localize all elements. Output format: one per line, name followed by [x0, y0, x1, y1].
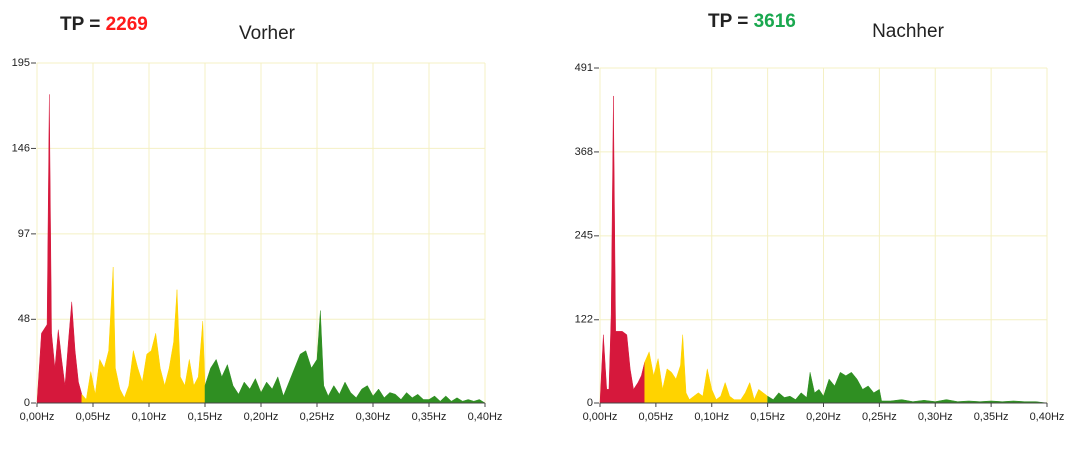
y-tick-label: 195: [12, 57, 30, 69]
x-tick-label: 0,05Hz: [76, 411, 111, 423]
x-tick-label: 0,30Hz: [918, 411, 953, 423]
x-tick-label: 0,00Hz: [583, 411, 618, 423]
y-tick-label: 491: [575, 62, 593, 74]
chart: 0 48 97 146 195 0,00Hz 0,05Hz 0,10Hz 0,15Hz 0,20H…: [12, 14, 503, 423]
x-tick-label: 0,10Hz: [694, 411, 729, 423]
tp-label: TP = 2269: [60, 14, 148, 35]
x-tick-label: 0,30Hz: [356, 411, 391, 423]
x-tick-label: 0,40Hz: [1030, 411, 1065, 423]
x-tick-label: 0,35Hz: [974, 411, 1009, 423]
tp-value: 2269: [106, 14, 148, 35]
y-tick-label: 245: [575, 230, 593, 242]
y-tick-label: 122: [575, 314, 593, 326]
area-band: [767, 371, 1048, 404]
tp-value: 3616: [754, 11, 796, 32]
x-tick-label: 0,05Hz: [638, 411, 673, 423]
chart-title: Nachher: [872, 21, 944, 42]
y-tick-label: 97: [18, 228, 30, 240]
x-tick-label: 0,20Hz: [244, 411, 279, 423]
area-band: [36, 94, 83, 404]
area-band: [81, 266, 206, 404]
chart: 0 122 245 368 491 0,00Hz 0,05Hz 0,10Hz 0,15Hz 0,2…: [575, 11, 1065, 423]
tp-prefix: TP =: [708, 11, 754, 32]
x-tick-label: 0,15Hz: [188, 411, 223, 423]
y-tick-label: 368: [575, 146, 593, 158]
y-tick-label: 0: [587, 397, 593, 409]
y-tick-label: 146: [12, 142, 30, 154]
x-tick-label: 0,15Hz: [750, 411, 785, 423]
y-tick-label: 0: [24, 397, 30, 409]
y-tick-label: 48: [18, 313, 30, 325]
tp-prefix: TP =: [60, 14, 106, 35]
chart-title: Vorher: [239, 23, 296, 44]
x-tick-label: 0,25Hz: [862, 411, 897, 423]
area-band: [644, 334, 768, 404]
area-band: [204, 310, 486, 404]
x-tick-label: 0,35Hz: [412, 411, 447, 423]
area-band: [599, 95, 645, 404]
x-tick-label: 0,40Hz: [468, 411, 503, 423]
x-tick-label: 0,10Hz: [132, 411, 167, 423]
tp-label: TP = 3616: [708, 11, 796, 32]
x-tick-label: 0,00Hz: [20, 411, 55, 423]
x-tick-label: 0,25Hz: [300, 411, 335, 423]
x-tick-label: 0,20Hz: [806, 411, 841, 423]
